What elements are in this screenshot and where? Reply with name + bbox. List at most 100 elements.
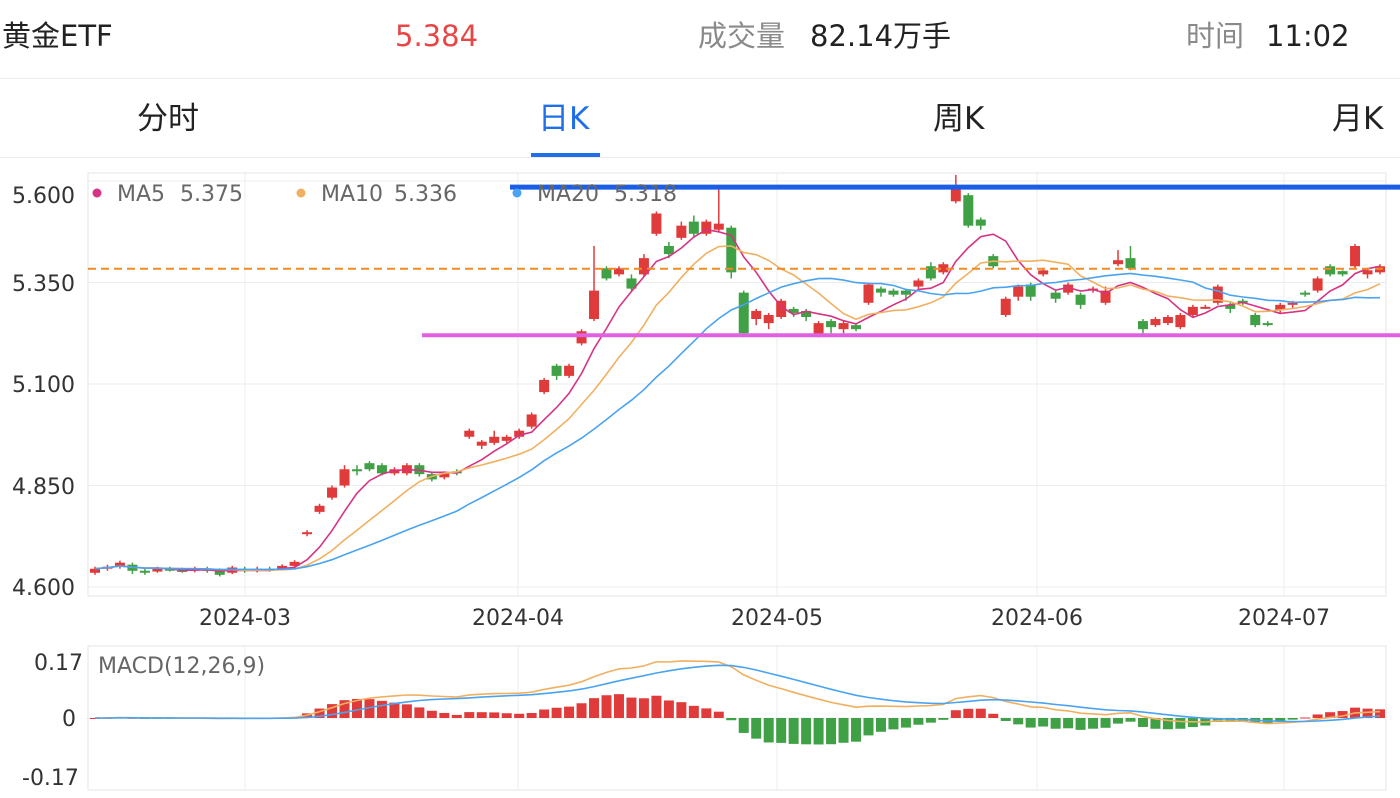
candle-up — [339, 469, 350, 486]
macd-tick: -0.17 — [22, 766, 79, 791]
macd-bar — [838, 718, 849, 743]
price-axis: 5.600 5.350 5.100 4.850 4.600 — [12, 184, 75, 601]
tab-daily-k[interactable]: 日K — [538, 101, 590, 137]
macd-bar — [576, 703, 587, 718]
macd-bar — [1312, 714, 1323, 718]
candle-down — [826, 321, 837, 328]
macd-bar — [1013, 718, 1024, 725]
macd-bar — [389, 702, 400, 718]
macd-bar — [851, 718, 862, 742]
candle-up — [701, 221, 712, 234]
ma5-legend-value: 5.375 — [180, 182, 243, 207]
macd-bar — [726, 718, 737, 721]
candle-down — [738, 292, 749, 334]
macd-bar — [376, 700, 387, 718]
candle-up — [863, 284, 874, 303]
candle-up — [539, 379, 550, 393]
macd-bar — [1038, 718, 1049, 727]
tab-monthly-k[interactable]: 月K — [1332, 101, 1384, 137]
candle-up — [638, 258, 649, 275]
ma20-legend-value: 5.318 — [614, 182, 677, 207]
candle-up — [90, 568, 100, 573]
date-tick: 2024-03 — [199, 606, 291, 631]
candle-down — [900, 290, 911, 295]
macd-bar — [950, 710, 961, 718]
candle-down — [875, 288, 886, 293]
kline-chart[interactable]: 5.600 5.350 5.100 4.850 4.600 2024-03 20… — [0, 158, 1400, 798]
candle-up — [651, 213, 662, 234]
macd-bar — [651, 695, 662, 718]
chart-grid — [87, 172, 1387, 791]
macd-tick: 0.17 — [34, 651, 83, 676]
macd-bar — [751, 718, 762, 739]
macd-bar — [1100, 718, 1111, 728]
candle-up — [152, 568, 163, 572]
ma10-legend-dot — [296, 188, 306, 198]
ma-legend: MA5 5.375 MA10 5.336 MA20 5.318 — [92, 182, 677, 207]
price-tick: 5.600 — [12, 184, 75, 209]
macd-bar — [1150, 718, 1161, 729]
macd-bar — [1362, 708, 1373, 718]
macd-bar — [813, 718, 824, 745]
tab-intraday[interactable]: 分时 — [137, 101, 199, 137]
candle-down — [1262, 323, 1273, 326]
macd-bar — [701, 708, 712, 718]
candle-up — [1038, 270, 1049, 275]
macd-bar — [863, 718, 874, 736]
candle-down — [888, 290, 899, 295]
ma10-legend-name: MA10 — [321, 182, 383, 207]
macd-bar — [1337, 711, 1348, 718]
candle-down — [801, 310, 812, 318]
macd-bar — [401, 704, 412, 718]
macd-bar — [426, 710, 437, 718]
candle-down — [1300, 292, 1311, 295]
macd-bar — [776, 718, 787, 743]
macd-bar — [1300, 717, 1311, 719]
ma5-legend-dot — [92, 188, 102, 198]
candle-down — [214, 569, 225, 575]
candle-down — [364, 463, 375, 470]
candle-down — [1325, 266, 1336, 275]
volume-label: 成交量 — [698, 19, 786, 53]
macd-bar — [613, 694, 624, 718]
ma20-legend-dot — [512, 188, 522, 198]
macd-bar — [364, 699, 375, 718]
macd-bar — [713, 711, 724, 718]
macd-bar — [1287, 718, 1298, 720]
tab-weekly-k[interactable]: 周K — [933, 101, 985, 137]
macd-bar — [988, 713, 999, 718]
candle-down — [963, 195, 974, 226]
candle-up — [1162, 317, 1173, 324]
candle-down — [1125, 258, 1136, 269]
macd-bar — [1088, 718, 1099, 729]
candle-up — [1100, 290, 1111, 303]
macd-bar — [564, 706, 575, 718]
price-lines — [88, 184, 1400, 338]
candle-up — [1175, 314, 1186, 328]
date-tick: 2024-06 — [991, 606, 1083, 631]
macd-bar — [1125, 718, 1136, 722]
candle-down — [139, 570, 150, 573]
macd-bar — [414, 707, 425, 718]
date-tick: 2024-05 — [731, 606, 823, 631]
candle-down — [1025, 284, 1036, 297]
candle-up — [763, 314, 774, 324]
candle-down — [164, 568, 175, 571]
candle-up — [813, 323, 824, 336]
candle-up — [1150, 319, 1161, 326]
candle-up — [1362, 270, 1373, 275]
macd-bar — [601, 695, 612, 718]
macd-bar — [526, 712, 537, 718]
macd-bar — [826, 718, 837, 745]
candle-up — [938, 264, 949, 273]
candle-down — [975, 219, 986, 226]
ma-lines — [94, 228, 1381, 572]
candle-down — [626, 278, 637, 289]
macd-bar — [489, 712, 500, 718]
candle-down — [376, 465, 387, 474]
macd-bar — [626, 697, 637, 718]
quote-header: 黄金ETF 5.384 成交量 82.14万手 时间 11:02 — [0, 0, 1400, 79]
macd-tick: 0 — [62, 707, 76, 732]
candle-up — [1187, 306, 1198, 315]
candle-up — [476, 441, 487, 446]
